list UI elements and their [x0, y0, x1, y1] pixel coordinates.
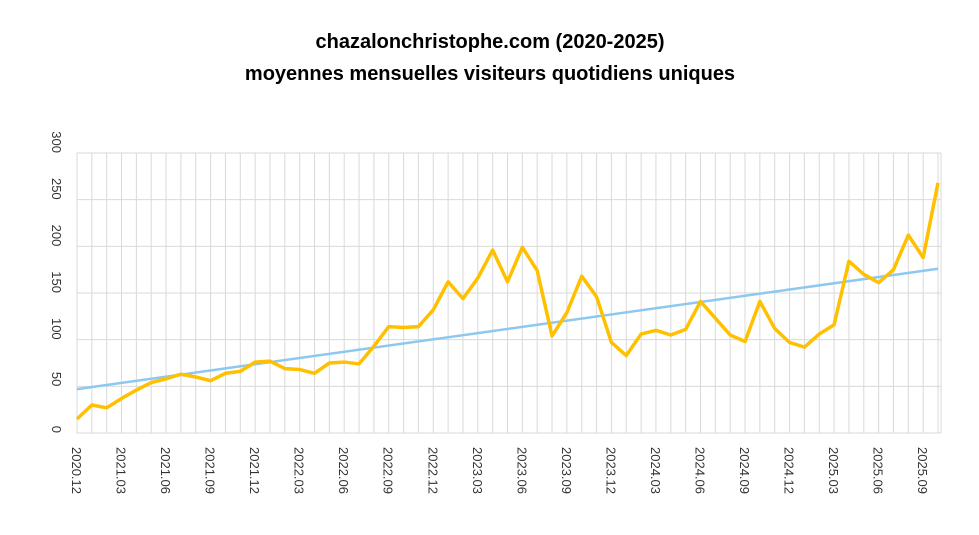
- x-tick-label: 2023.03: [470, 447, 485, 494]
- x-tick-label: 2021.06: [158, 447, 173, 494]
- x-tick-label: 2024.12: [782, 447, 797, 494]
- x-tick-label: 2025.03: [826, 447, 841, 494]
- x-tick-label: 2024.03: [648, 447, 663, 494]
- y-tick-label: 300: [49, 131, 64, 153]
- y-tick-label: 200: [49, 225, 64, 247]
- x-tick-label: 2025.06: [871, 447, 886, 494]
- x-tick-label: 2024.06: [692, 447, 707, 494]
- x-tick-label: 2024.09: [737, 447, 752, 494]
- x-tick-label: 2023.12: [603, 447, 618, 494]
- x-tick-label: 2021.12: [247, 447, 262, 494]
- x-tick-label: 2023.06: [514, 447, 529, 494]
- y-tick-label: 250: [49, 178, 64, 200]
- y-tick-label: 50: [49, 372, 64, 386]
- y-tick-label: 150: [49, 271, 64, 293]
- x-tick-label: 2022.03: [292, 447, 307, 494]
- data-line: [75, 182, 940, 421]
- x-tick-label: 2025.09: [915, 447, 930, 494]
- x-tick-label: 2022.06: [336, 447, 351, 494]
- x-tick-label: 2023.09: [559, 447, 574, 494]
- chart-title: chazalonchristophe.com (2020-2025): [315, 31, 664, 53]
- y-tick-label: 100: [49, 318, 64, 340]
- trend-line: [76, 267, 939, 391]
- y-tick-label: 0: [49, 426, 64, 433]
- x-tick-label: 2022.12: [425, 447, 440, 494]
- x-tick-label: 2021.03: [114, 447, 129, 494]
- chart-subtitle: moyennes mensuelles visiteurs quotidiens…: [245, 63, 735, 85]
- x-tick-label: 2022.09: [381, 447, 396, 494]
- x-tick-label: 2020.12: [69, 447, 84, 494]
- x-tick-label: 2021.09: [203, 447, 218, 494]
